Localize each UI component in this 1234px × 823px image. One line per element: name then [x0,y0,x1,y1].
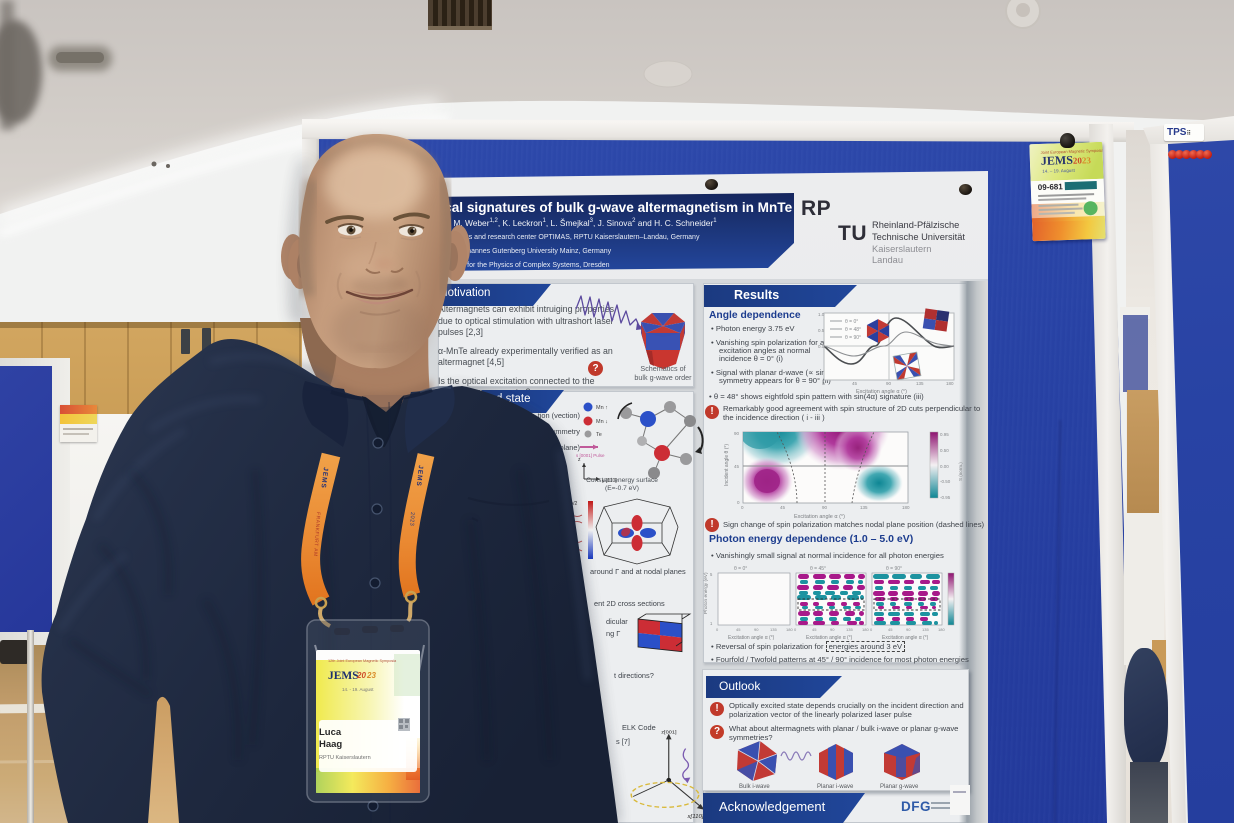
svg-text:-0.50: -0.50 [940,479,951,484]
svg-text:180: 180 [862,627,869,632]
svg-text:180: 180 [938,627,945,632]
svg-text:Haag: Haag [319,739,342,750]
svg-text:Excitation angle α (°): Excitation angle α (°) [806,635,853,641]
svg-text:90: 90 [906,627,911,632]
svg-text:θ = 90°: θ = 90° [845,335,861,341]
svg-text:135: 135 [770,627,777,632]
svg-text:2023: 2023 [408,512,415,527]
svg-text:23: 23 [366,671,376,680]
svg-text:FRANKFURT AM: FRANKFURT AM [312,512,321,557]
svg-text:20: 20 [356,671,366,680]
svg-text:0: 0 [737,500,740,505]
svg-text:Mn ↓: Mn ↓ [596,419,608,425]
svg-text:Planar i-wave: Planar i-wave [817,784,854,790]
svg-text:0.0: 0.0 [818,344,825,349]
svg-text:z: z [578,457,581,463]
svg-text:180: 180 [946,381,954,386]
svg-text:90: 90 [886,381,892,386]
svg-text:0: 0 [716,627,719,632]
svg-text:45: 45 [852,381,858,386]
svg-text:45: 45 [736,627,741,632]
svg-text:180: 180 [902,505,910,510]
svg-text:S (norm.): S (norm.) [958,462,963,481]
svg-text:180: 180 [786,627,793,632]
svg-text:Te: Te [596,432,602,438]
svg-text:Planar g-wave: Planar g-wave [880,784,919,790]
svg-text:JEMS: JEMS [328,670,359,682]
svg-text:0: 0 [794,627,797,632]
svg-text:RPTU Kaiserslautern: RPTU Kaiserslautern [319,755,371,761]
svg-text:Mn ↑: Mn ↑ [596,405,608,411]
svg-text:Excitation angle α (°): Excitation angle α (°) [882,635,929,641]
svg-text:0.00: 0.00 [940,464,949,469]
svg-text:135: 135 [846,627,853,632]
svg-text:y [110]: y [110] [602,478,617,484]
svg-text:Excitation angle α (°): Excitation angle α (°) [794,514,845,520]
svg-text:45: 45 [780,505,786,510]
svg-text:Excitation angle α (°): Excitation angle α (°) [856,389,907,395]
svg-text:0.95: 0.95 [940,432,949,437]
svg-text:45: 45 [888,627,893,632]
svg-text:x[110]: x[110] [686,814,704,820]
svg-text:θ = 48°: θ = 48° [845,327,861,333]
svg-text:Luca: Luca [319,727,342,738]
svg-text:14. - 19. August: 14. - 19. August [342,687,374,692]
svg-text:5: 5 [710,572,713,577]
svg-text:θ = 90°: θ = 90° [886,566,902,572]
svg-text:Incident angle θ (°): Incident angle θ (°) [724,444,730,486]
svg-text:s [0001] Pulse: s [0001] Pulse [576,453,605,458]
svg-text:0: 0 [822,381,825,386]
svg-text:90: 90 [734,431,740,436]
svg-text:0: 0 [870,627,873,632]
svg-text:0: 0 [741,505,744,510]
svg-text:z[001]: z[001] [661,730,677,736]
svg-text:135: 135 [860,505,868,510]
svg-text:0.50: 0.50 [940,448,949,453]
svg-text:90: 90 [830,627,835,632]
svg-text:90: 90 [822,505,828,510]
svg-text:45: 45 [812,627,817,632]
svg-text:1.0: 1.0 [818,312,825,317]
svg-text:Bulk i-wave: Bulk i-wave [739,784,770,790]
svg-text:1: 1 [710,621,713,626]
svg-text:135: 135 [922,627,929,632]
svg-text:0.5: 0.5 [818,328,825,333]
svg-text:θ = 45°: θ = 45° [810,566,826,572]
svg-text:-0.95: -0.95 [940,495,951,500]
svg-text:12th Joint European Magnetic S: 12th Joint European Magnetic Symposia [328,659,397,663]
svg-text:JEMS: JEMS [415,465,424,487]
svg-text:90: 90 [754,627,759,632]
svg-text:θ = 0°: θ = 0° [845,319,858,325]
svg-text:θ = 0°: θ = 0° [734,566,747,572]
svg-text:Photon energy (eV): Photon energy (eV) [703,572,709,614]
svg-text:135: 135 [916,381,924,386]
svg-text:45: 45 [734,464,740,469]
svg-text:JEMS: JEMS [319,467,329,489]
svg-text:Excitation angle α (°): Excitation angle α (°) [728,635,775,641]
